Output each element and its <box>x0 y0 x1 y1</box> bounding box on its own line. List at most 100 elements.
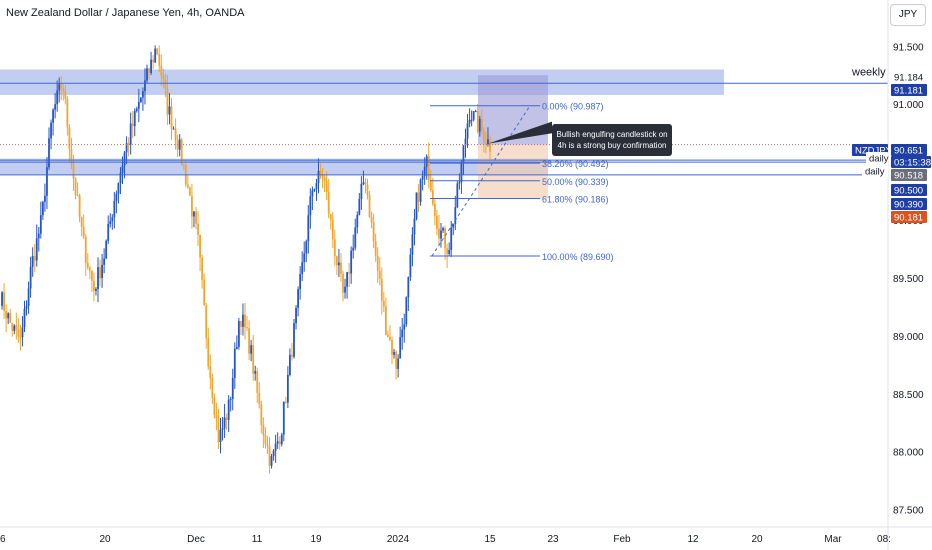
candle-body <box>327 192 330 214</box>
candle-body <box>331 219 334 240</box>
candle-body <box>25 305 28 309</box>
x-tick-label: 6 <box>0 534 6 545</box>
candle-body <box>409 254 412 278</box>
candle-body <box>364 182 367 185</box>
price-label: NZDJPY <box>855 146 893 157</box>
candle-body <box>378 270 381 279</box>
candle-body <box>23 308 26 328</box>
fib-label: 100.00% (89.690) <box>542 252 614 262</box>
x-tick-label: Mar <box>824 534 842 545</box>
candle-body <box>438 228 440 239</box>
candle-body <box>115 193 118 201</box>
candle-body <box>293 323 295 357</box>
candle-body <box>405 297 408 325</box>
candle-body <box>344 286 346 293</box>
x-tick-label: Dec <box>187 534 205 545</box>
candle-body <box>360 183 363 199</box>
y-tick-label: 88.500 <box>893 390 924 401</box>
candle-body <box>221 428 224 430</box>
price-label-bg <box>891 71 927 83</box>
y-tick-label: 91.000 <box>893 100 924 111</box>
candle-body <box>421 176 424 180</box>
candle-body <box>152 59 155 63</box>
candle-body <box>160 65 163 76</box>
candle-body <box>31 256 34 267</box>
candle-body <box>21 327 24 338</box>
x-tick-label: Feb <box>613 534 631 545</box>
x-tick-label: 20 <box>99 534 111 545</box>
candle-body <box>213 397 216 416</box>
candle-body <box>387 334 389 337</box>
candle-body <box>5 311 8 319</box>
candle-body <box>301 262 304 275</box>
candle-body <box>62 88 65 92</box>
candle-body <box>397 358 400 369</box>
candle-body <box>215 415 218 419</box>
candle-body <box>413 218 416 235</box>
candle-body <box>391 339 393 355</box>
candle-body <box>80 216 83 227</box>
currency-button[interactable]: JPY <box>890 4 926 26</box>
candle-body <box>231 377 234 399</box>
candle-body <box>74 178 77 196</box>
candle-body <box>346 272 348 287</box>
candle-body <box>39 215 42 234</box>
x-tick-label: 08: <box>877 534 891 545</box>
candle-body <box>254 370 257 374</box>
candle-body <box>219 429 222 443</box>
candle-body <box>66 98 69 128</box>
candle-body <box>19 336 22 338</box>
candle-body <box>440 230 442 239</box>
candle-body <box>93 280 95 291</box>
price-label: 90.651 <box>894 146 923 157</box>
candle-body <box>452 224 455 228</box>
candle-body <box>182 164 185 166</box>
candle-body <box>7 313 10 319</box>
fib-label: 38.20% (90.492) <box>542 159 609 169</box>
candle-body <box>103 258 106 265</box>
candle-body <box>395 351 397 369</box>
candle-body <box>29 266 32 289</box>
zone-weekly <box>0 69 724 95</box>
candle-body <box>142 91 144 98</box>
candle-body <box>37 233 40 239</box>
candle-body <box>186 184 189 188</box>
y-tick-label: 89.500 <box>893 274 924 285</box>
candle-body <box>485 142 487 145</box>
candle-body <box>168 106 171 115</box>
callout-text: 4h is a strong buy confirmation <box>558 141 667 150</box>
candle-body <box>146 68 148 81</box>
candle-body <box>90 270 93 281</box>
candle-body <box>411 234 414 255</box>
candle-body <box>389 336 391 340</box>
candle-body <box>180 139 183 165</box>
candle-body <box>458 182 461 184</box>
price-label: 90.518 <box>894 171 923 182</box>
y-tick-label: 89.000 <box>893 332 924 343</box>
price-label-bg <box>866 152 888 164</box>
price-label-bg <box>891 169 927 181</box>
candle-body <box>242 314 244 327</box>
candle-body <box>133 110 136 127</box>
candle-body <box>205 305 208 339</box>
candle-body <box>311 190 314 197</box>
candle-body <box>150 59 152 73</box>
candle-body <box>170 106 173 129</box>
candle-body <box>97 267 99 289</box>
candle-body <box>348 272 351 274</box>
candle-body <box>68 127 71 150</box>
candle-body <box>129 123 132 145</box>
candle-body <box>325 180 328 193</box>
callout-text: Bullish engulfing candlestick on <box>556 130 667 139</box>
candle-body <box>156 48 159 55</box>
candle-body <box>178 139 181 150</box>
candle-body <box>401 329 404 338</box>
candle-body <box>356 214 359 228</box>
candle-body <box>429 179 432 191</box>
candle-body <box>195 211 197 224</box>
candle-body <box>315 183 318 190</box>
candle-body <box>425 156 428 167</box>
candle-body <box>78 195 81 217</box>
candle-body <box>35 238 38 261</box>
